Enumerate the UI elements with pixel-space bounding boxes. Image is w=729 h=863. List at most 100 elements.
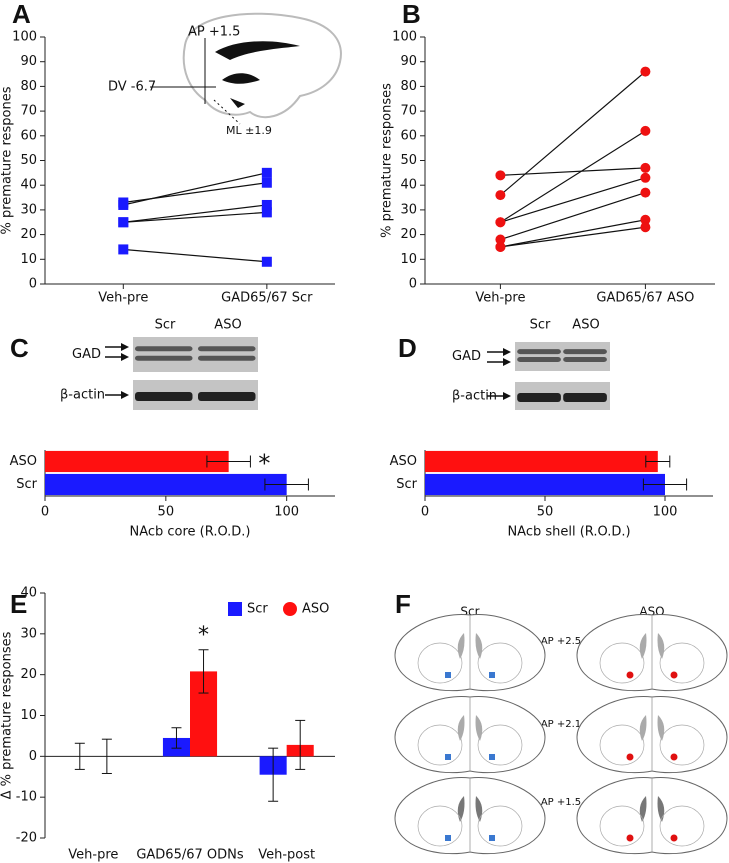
x-tick-label: 100 bbox=[274, 505, 299, 520]
infusion-site bbox=[670, 834, 678, 842]
pair-line bbox=[123, 204, 267, 223]
infusion-site bbox=[489, 754, 495, 760]
y-tick-label: Scr bbox=[396, 477, 417, 492]
y-tick-label: 0 bbox=[409, 277, 417, 292]
x-axis-label: NAcb core (R.O.D.) bbox=[129, 525, 250, 540]
legend-marker bbox=[228, 602, 242, 616]
row-label: β-actin bbox=[60, 388, 105, 403]
region-outline bbox=[417, 642, 463, 684]
ventricle bbox=[475, 796, 483, 822]
y-tick-label: 10 bbox=[20, 708, 37, 723]
panel-letter: B bbox=[402, 0, 421, 29]
ventricle bbox=[639, 796, 647, 822]
x-tick-label: GAD65/67 ODNs bbox=[136, 848, 244, 863]
blot-band bbox=[517, 349, 561, 355]
marker bbox=[640, 125, 651, 136]
lane-label: ASO bbox=[214, 318, 241, 333]
infusion-site bbox=[670, 753, 678, 761]
region-outline bbox=[477, 642, 523, 684]
blot-band bbox=[517, 393, 561, 402]
ventricle bbox=[457, 796, 465, 822]
y-tick-label: -20 bbox=[16, 831, 37, 846]
panel-letter: A bbox=[12, 0, 31, 29]
pair-line bbox=[500, 71, 646, 196]
arrow-head bbox=[503, 358, 511, 366]
marker bbox=[118, 244, 129, 255]
error-bar bbox=[642, 478, 688, 491]
pair-line bbox=[123, 172, 267, 206]
y-tick-label: 90 bbox=[20, 54, 37, 69]
y-tick-label: 0 bbox=[29, 749, 37, 764]
ml-line bbox=[213, 99, 241, 125]
x-tick-label: 50 bbox=[158, 505, 175, 520]
row-label: GAD bbox=[72, 347, 101, 362]
error-bar bbox=[268, 747, 279, 802]
infusion-site bbox=[626, 671, 634, 679]
significance-mark: * bbox=[198, 623, 209, 648]
panel-letter: F bbox=[395, 589, 411, 619]
y-tick-label: 80 bbox=[400, 79, 417, 94]
error-bar bbox=[171, 727, 182, 749]
blot-band bbox=[198, 346, 256, 352]
region-outline bbox=[659, 642, 705, 684]
marker bbox=[118, 217, 129, 228]
y-tick-label: 100 bbox=[12, 30, 37, 45]
marker bbox=[640, 222, 651, 233]
pair-line bbox=[123, 248, 267, 263]
x-tick-label: 0 bbox=[421, 505, 429, 520]
bar bbox=[425, 473, 665, 496]
y-tick-label: 20 bbox=[20, 667, 37, 682]
blot-image bbox=[515, 342, 610, 371]
infusion-site bbox=[489, 835, 495, 841]
y-tick-label: 0 bbox=[29, 277, 37, 292]
marker bbox=[261, 167, 272, 178]
annotation: ML ±1.9 bbox=[226, 124, 272, 137]
blot-band bbox=[198, 355, 256, 361]
region-outline bbox=[417, 724, 463, 766]
annotation: DV -6.7 bbox=[108, 80, 156, 95]
y-tick-label: 90 bbox=[400, 54, 417, 69]
x-tick-label: Veh-pre bbox=[475, 291, 525, 306]
y-tick-label: 80 bbox=[20, 79, 37, 94]
row-label: GAD bbox=[452, 349, 481, 364]
brain-structure bbox=[215, 41, 300, 109]
y-tick-label: 20 bbox=[20, 227, 37, 242]
y-tick-label: 50 bbox=[20, 153, 37, 168]
y-tick-label: 60 bbox=[400, 128, 417, 143]
level-label: AP +2.5 bbox=[541, 636, 581, 647]
y-axis-label: Δ % premature responses bbox=[0, 631, 15, 799]
y-tick-label: 60 bbox=[20, 128, 37, 143]
marker bbox=[640, 66, 651, 77]
blot-band bbox=[198, 392, 256, 401]
infusion-site bbox=[670, 671, 678, 679]
infusion-site bbox=[626, 834, 634, 842]
marker bbox=[261, 199, 272, 210]
error-bar bbox=[645, 455, 671, 468]
region-outline bbox=[477, 724, 523, 766]
y-tick-label: 20 bbox=[400, 227, 417, 242]
marker bbox=[495, 190, 506, 201]
y-tick-label: Scr bbox=[16, 477, 37, 492]
y-tick-label: 40 bbox=[20, 586, 37, 601]
ventricle bbox=[475, 715, 483, 741]
blot-band bbox=[517, 356, 561, 362]
pair-line bbox=[500, 226, 646, 248]
x-axis-label: NAcb shell (R.O.D.) bbox=[507, 525, 630, 540]
region-outline bbox=[599, 805, 645, 847]
pair-line bbox=[500, 219, 646, 248]
lane-label: ASO bbox=[572, 318, 599, 333]
infusion-site bbox=[489, 672, 495, 678]
region-outline bbox=[599, 642, 645, 684]
pair-line bbox=[500, 177, 646, 223]
region-outline bbox=[477, 805, 523, 847]
marker bbox=[495, 234, 506, 245]
y-tick-label: 30 bbox=[400, 202, 417, 217]
error-bar bbox=[206, 455, 251, 468]
arrow-head bbox=[503, 348, 511, 356]
region-outline bbox=[659, 805, 705, 847]
y-tick-label: 40 bbox=[400, 178, 417, 193]
bar bbox=[45, 473, 287, 496]
y-tick-label: 10 bbox=[20, 252, 37, 267]
marker bbox=[495, 217, 506, 228]
